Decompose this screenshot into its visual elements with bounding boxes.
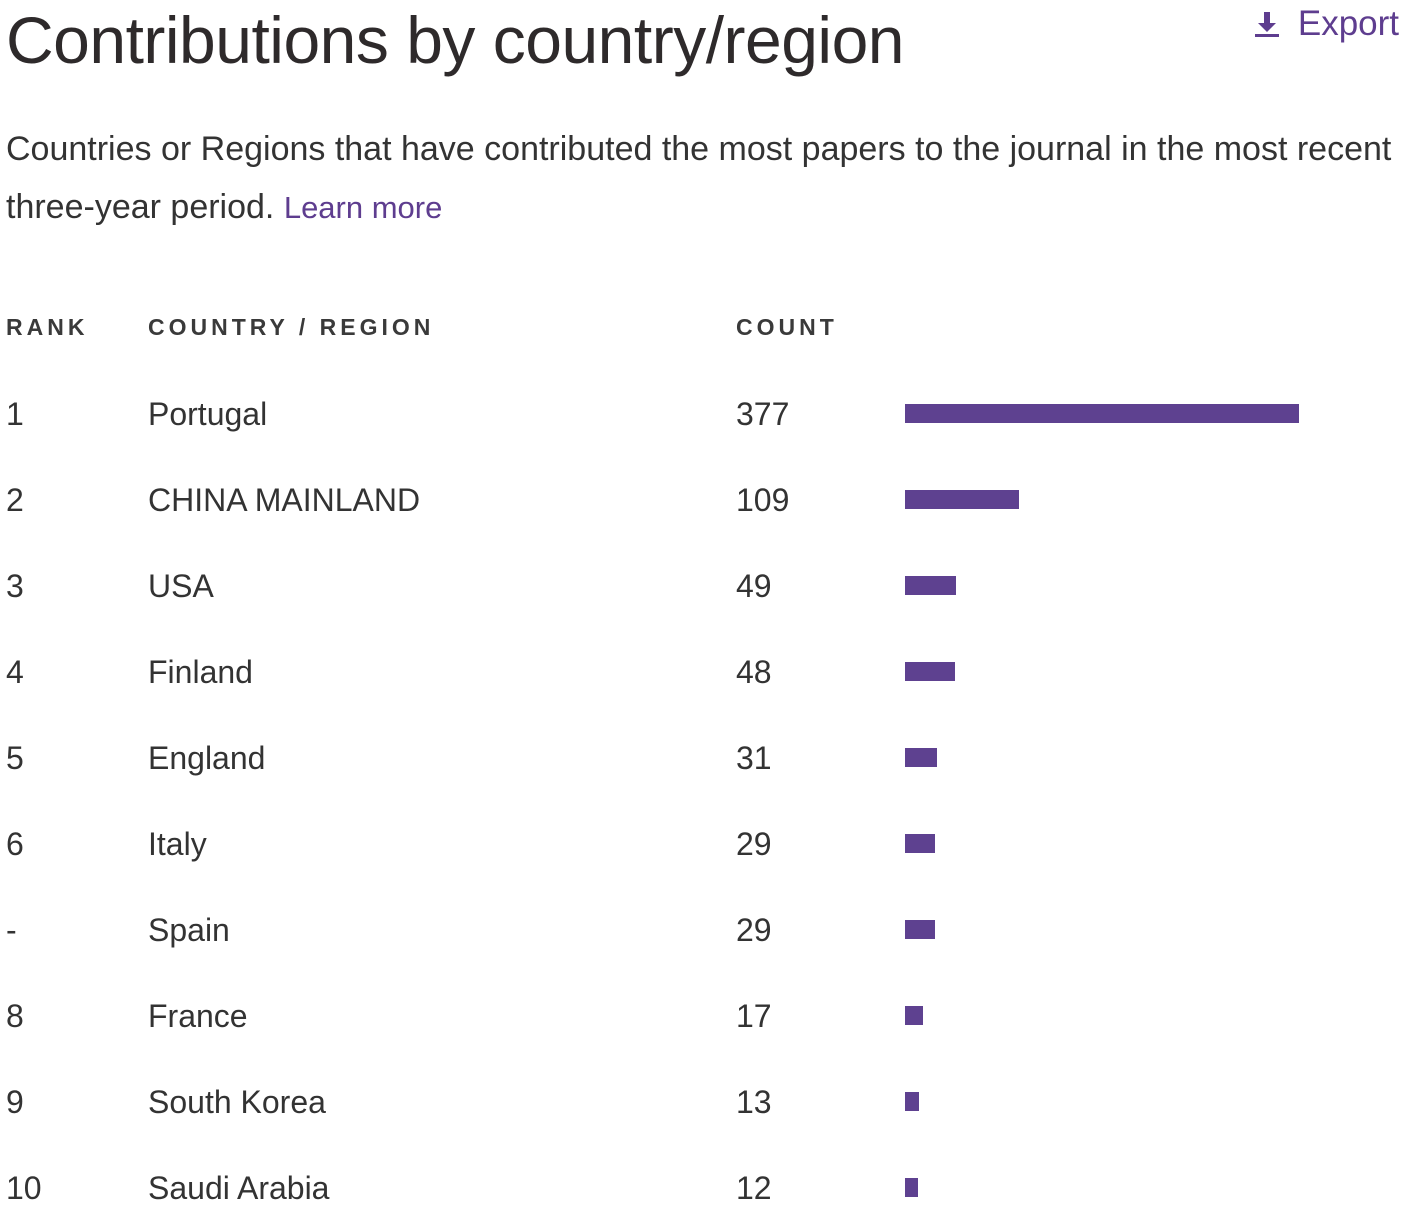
country-cell: Italy <box>148 826 207 862</box>
country-cell: Spain <box>148 912 230 948</box>
table-row: 5 England 31 <box>0 736 1417 780</box>
country-cell: Portugal <box>148 396 268 432</box>
rank-cell: 3 <box>6 568 24 604</box>
count-bar <box>905 920 935 939</box>
table-row: 8 France 17 <box>0 994 1417 1038</box>
count-bar <box>905 404 1299 423</box>
rank-cell: 8 <box>6 998 24 1034</box>
count-bar <box>905 748 937 767</box>
country-cell: Finland <box>148 654 253 690</box>
rank-cell: 6 <box>6 826 24 862</box>
count-cell: 48 <box>736 654 772 690</box>
count-cell: 17 <box>736 998 772 1034</box>
export-label: Export <box>1297 4 1399 43</box>
rank-cell: 2 <box>6 482 24 518</box>
count-cell: 109 <box>736 482 790 518</box>
table-row: 6 Italy 29 <box>0 822 1417 866</box>
rank-cell: - <box>6 912 17 948</box>
description: Countries or Regions that have contribut… <box>6 120 1406 237</box>
count-header: COUNT <box>736 314 838 340</box>
country-cell: CHINA MAINLAND <box>148 482 421 518</box>
rank-cell: 10 <box>6 1170 42 1206</box>
table-row: - Spain 29 <box>0 908 1417 952</box>
country-cell: England <box>148 740 266 776</box>
rank-cell: 9 <box>6 1084 24 1120</box>
count-bar <box>905 576 956 595</box>
count-cell: 29 <box>736 912 772 948</box>
country-cell: USA <box>148 568 214 604</box>
description-text: Countries or Regions that have contribut… <box>6 130 1392 226</box>
count-cell: 29 <box>736 826 772 862</box>
country-cell: Saudi Arabia <box>148 1170 330 1206</box>
rank-cell: 1 <box>6 396 24 432</box>
country-cell: France <box>148 998 248 1034</box>
table-row: 3 USA 49 <box>0 564 1417 608</box>
download-icon <box>1254 10 1280 38</box>
table-row: 9 South Korea 13 <box>0 1080 1417 1124</box>
learn-more-link[interactable]: Learn more <box>283 190 443 225</box>
count-cell: 12 <box>736 1170 772 1206</box>
count-bar <box>905 1178 918 1197</box>
count-cell: 49 <box>736 568 772 604</box>
count-cell: 377 <box>736 396 790 432</box>
table-row: 10 Saudi Arabia 12 <box>0 1166 1417 1210</box>
count-bar <box>905 834 935 853</box>
count-cell: 31 <box>736 740 772 776</box>
count-bar <box>905 1006 923 1025</box>
page-title: Contributions by country/region <box>6 3 905 77</box>
count-cell: 13 <box>736 1084 772 1120</box>
rank-cell: 4 <box>6 654 24 690</box>
rank-cell: 5 <box>6 740 24 776</box>
table-row: 2 CHINA MAINLAND 109 <box>0 478 1417 522</box>
country-header: COUNTRY / REGION <box>148 314 435 340</box>
rank-header: RANK <box>6 314 89 340</box>
table-row: 4 Finland 48 <box>0 650 1417 694</box>
table-row: 1 Portugal 377 <box>0 392 1417 436</box>
count-bar <box>905 1092 919 1111</box>
country-cell: South Korea <box>148 1084 326 1120</box>
count-bar <box>905 662 955 681</box>
export-button[interactable]: Export <box>1254 2 1399 46</box>
count-bar <box>905 490 1019 509</box>
